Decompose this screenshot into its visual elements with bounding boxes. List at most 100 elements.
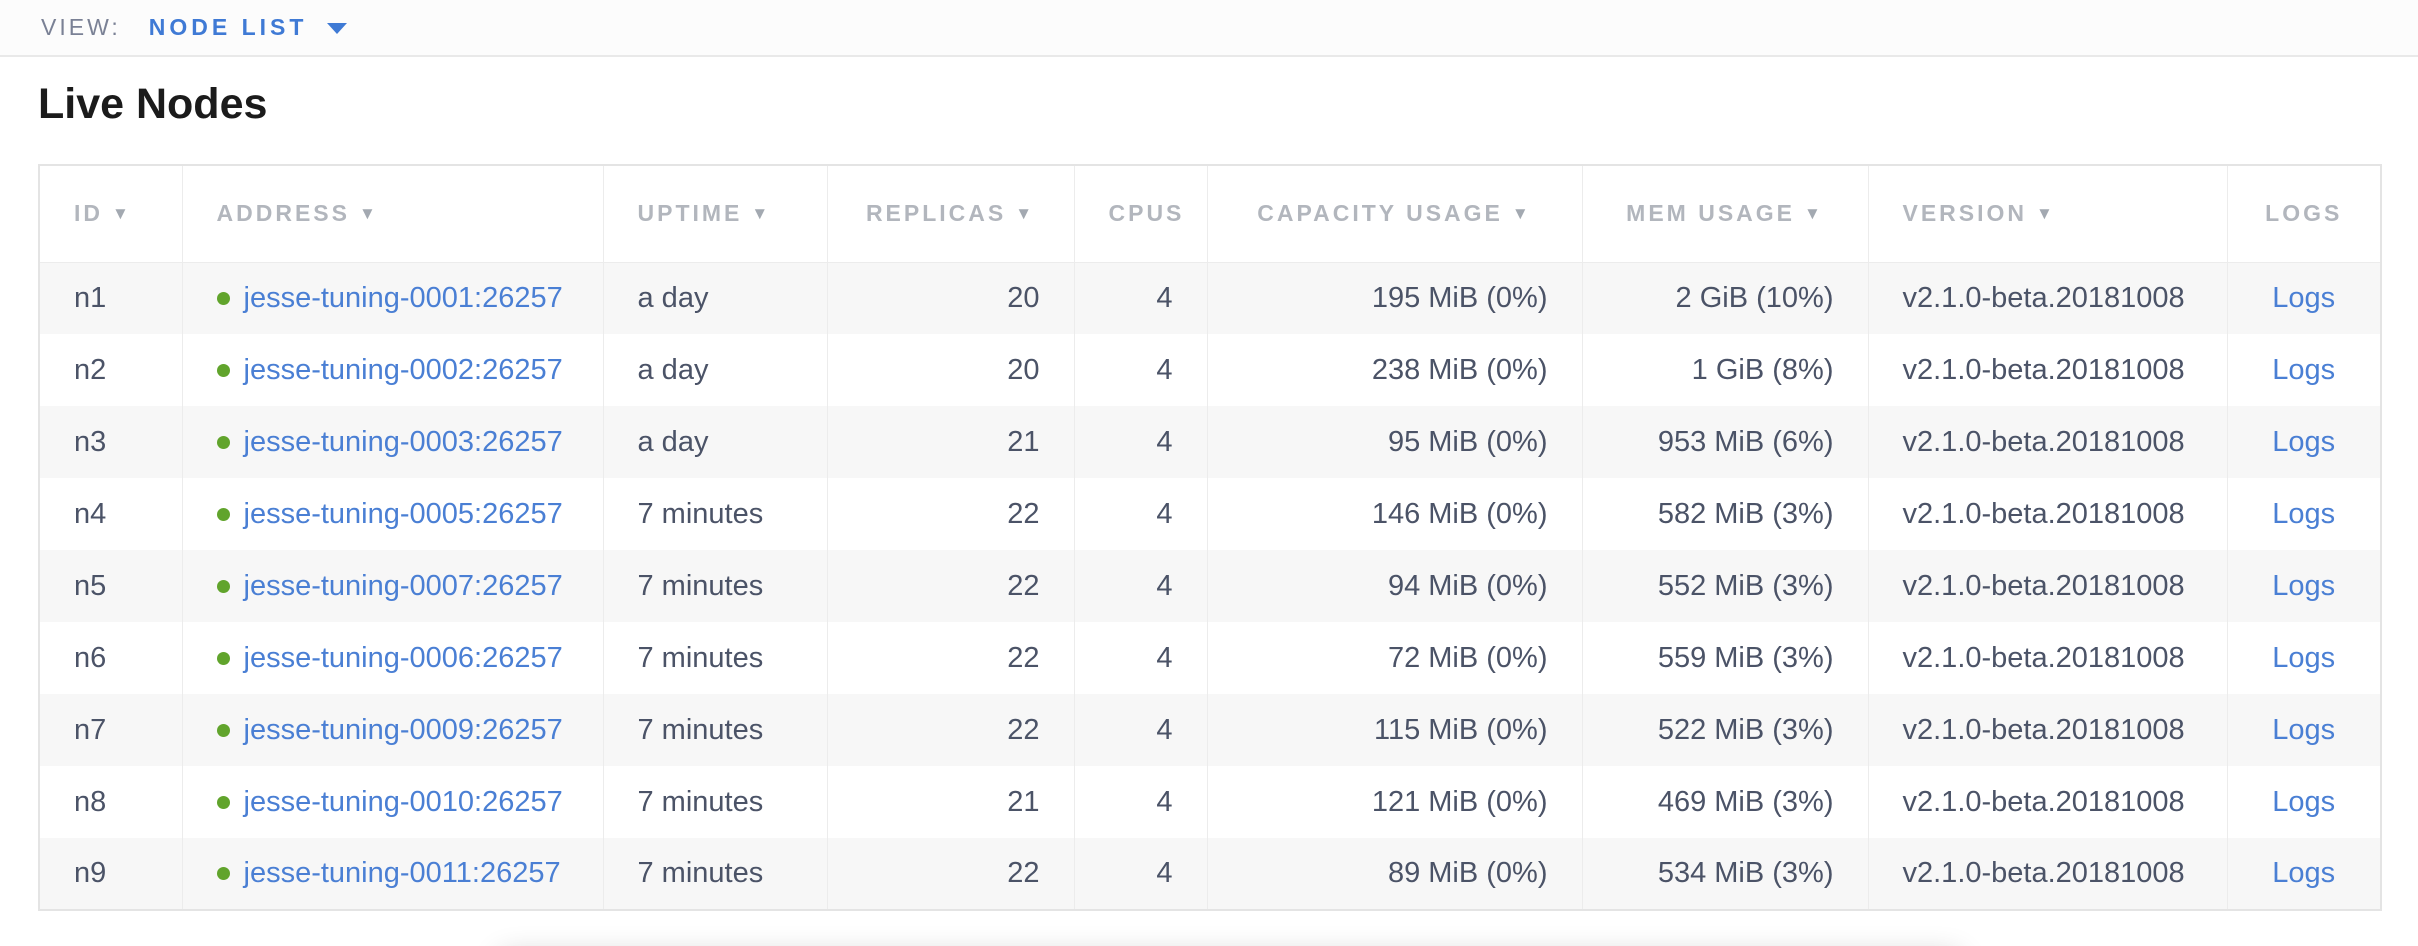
cell-address: jesse-tuning-0007:26257 [181,550,603,622]
node-address-link[interactable]: jesse-tuning-0003:26257 [243,425,563,458]
node-address-link[interactable]: jesse-tuning-0010:26257 [243,785,563,818]
cell-replicas: 22 [826,694,1074,766]
cell-address: jesse-tuning-0010:26257 [181,766,603,838]
cell-capacity: 95 MiB (0%) [1206,406,1582,478]
cell-version: v2.1.0-beta.20181008 [1867,766,2227,838]
node-address-link[interactable]: jesse-tuning-0001:26257 [243,281,563,314]
cell-address: jesse-tuning-0001:26257 [181,262,603,334]
logs-link[interactable]: Logs [2272,569,2336,602]
column-header-logs: LOGS [2226,165,2381,263]
logs-link[interactable]: Logs [2272,641,2336,674]
sort-desc-icon: ▼ [1804,204,1824,224]
column-header-label: ID [74,200,103,227]
logs-link[interactable]: Logs [2272,281,2336,314]
cell-capacity: 115 MiB (0%) [1206,694,1582,766]
logs-link[interactable]: Logs [2272,497,2336,530]
live-status-icon [216,507,230,521]
logs-link[interactable]: Logs [2272,425,2336,458]
cell-logs: Logs [2226,622,2381,694]
logs-link[interactable]: Logs [2272,713,2336,746]
cell-replicas: 20 [826,262,1074,334]
cell-mem: 522 MiB (3%) [1581,694,1868,766]
cell-id: n2 [74,353,107,386]
logs-link[interactable]: Logs [2272,785,2336,818]
cell-address: jesse-tuning-0002:26257 [181,334,603,406]
cell-uptime: a day [602,334,827,406]
live-status-icon [216,795,230,809]
node-address-link[interactable]: jesse-tuning-0007:26257 [243,569,563,602]
sort-desc-icon: ▼ [751,204,772,224]
node-row: n5 jesse-tuning-0007:26257 7 minutes 22 4 94 … [39,550,2381,622]
view-label: VIEW: [41,14,121,40]
node-address-link[interactable]: jesse-tuning-0006:26257 [243,641,563,674]
column-header-cpus: CPUS [1073,165,1207,263]
node-address-link[interactable]: jesse-tuning-0002:26257 [243,353,563,386]
cell-logs: Logs [2226,478,2381,550]
cell-cpus: 4 [1073,406,1207,478]
node-row: n6 jesse-tuning-0006:26257 7 minutes 22 4 72 … [39,622,2381,694]
live-status-icon [216,579,230,593]
cell-cpus: 4 [1073,622,1207,694]
live-status-icon [216,723,230,737]
node-address-link[interactable]: jesse-tuning-0009:26257 [243,713,563,746]
column-header-mem[interactable]: MEM USAGE ▼ [1581,165,1868,263]
column-header-capacity[interactable]: CAPACITY USAGE ▼ [1206,165,1582,263]
sort-desc-icon: ▼ [1511,204,1532,224]
node-row: n2 jesse-tuning-0002:26257 a day 20 4 238 MiB… [39,334,2381,406]
column-header-id[interactable]: ID ▼ [39,165,182,263]
sort-desc-icon: ▼ [2036,204,2056,224]
node-row: n9 jesse-tuning-0011:26257 7 minutes 22 4 89 … [39,838,2381,910]
cell-capacity: 72 MiB (0%) [1206,622,1582,694]
cell-uptime: 7 minutes [602,694,827,766]
column-header-label: CPUS [1108,200,1185,227]
cell-replicas: 20 [826,334,1074,406]
cell-replicas: 22 [826,838,1074,910]
cell-uptime: a day [602,406,827,478]
cell-mem: 953 MiB (6%) [1581,406,1868,478]
view-selector-dropdown[interactable]: NODE LIST [149,14,348,41]
cell-capacity: 195 MiB (0%) [1206,262,1582,334]
cell-cpus: 4 [1073,838,1207,910]
cell-address: jesse-tuning-0005:26257 [181,478,603,550]
cell-replicas: 21 [826,766,1074,838]
column-header-label: UPTIME [637,200,743,227]
cell-uptime: 7 minutes [602,478,827,550]
column-header-uptime[interactable]: UPTIME ▼ [602,165,827,263]
live-status-icon [216,363,230,377]
cell-uptime: 7 minutes [602,766,827,838]
cell-uptime: 7 minutes [602,622,827,694]
table-header-row: ID ▼ ADDRESS ▼ UPTIME ▼ REPLICAS ▼ CPUS CAPACITY … [39,165,2381,263]
cell-cpus: 4 [1073,262,1207,334]
node-row: n7 jesse-tuning-0009:26257 7 minutes 22 4 115… [39,694,2381,766]
cell-logs: Logs [2226,766,2381,838]
cell-capacity: 121 MiB (0%) [1206,766,1582,838]
cell-capacity: 146 MiB (0%) [1206,478,1582,550]
node-address-link[interactable]: jesse-tuning-0011:26257 [243,857,561,889]
cell-mem: 582 MiB (3%) [1581,478,1868,550]
column-header-replicas[interactable]: REPLICAS ▼ [826,165,1074,263]
logs-link[interactable]: Logs [2272,857,2336,889]
cell-mem: 2 GiB (10%) [1581,262,1868,334]
cell-version: v2.1.0-beta.20181008 [1867,262,2227,334]
cell-mem: 552 MiB (3%) [1581,550,1868,622]
cell-id: n5 [74,569,107,602]
cell-id: n7 [74,713,107,746]
cell-logs: Logs [2226,694,2381,766]
cell-version: v2.1.0-beta.20181008 [1867,406,2227,478]
column-header-label: MEM USAGE [1626,200,1795,227]
node-address-link[interactable]: jesse-tuning-0005:26257 [243,497,563,530]
cell-uptime: 7 minutes [602,838,827,910]
cell-version: v2.1.0-beta.20181008 [1867,334,2227,406]
cell-id: n9 [74,857,107,889]
node-row: n4 jesse-tuning-0005:26257 7 minutes 22 4 146… [39,478,2381,550]
caret-down-icon [327,23,348,34]
cell-mem: 559 MiB (3%) [1581,622,1868,694]
table-header: ID ▼ ADDRESS ▼ UPTIME ▼ REPLICAS ▼ CPUS CAPACITY … [39,165,2381,263]
logs-link[interactable]: Logs [2272,353,2336,386]
column-header-version[interactable]: VERSION ▼ [1867,165,2227,263]
main-content: Live Nodes ID ▼ ADDRESS ▼ UPTIME ▼ REPLICAS ▼ CP… [0,79,2418,911]
cell-mem: 1 GiB (8%) [1581,334,1868,406]
column-header-address[interactable]: ADDRESS ▼ [181,165,603,263]
sort-desc-icon: ▼ [358,204,379,224]
cell-id: n4 [74,497,107,530]
